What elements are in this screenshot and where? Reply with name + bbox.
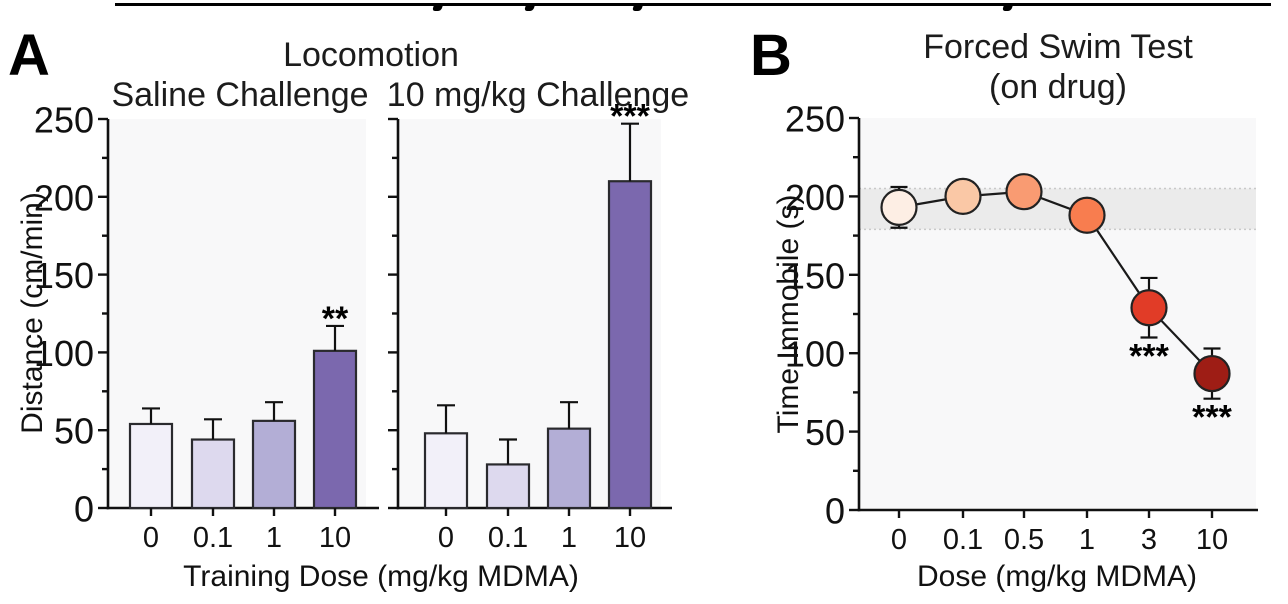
panel-label-a: A bbox=[8, 23, 50, 88]
significance-marker: *** bbox=[1192, 399, 1232, 437]
marker-0.1 bbox=[944, 177, 982, 215]
y-tick-label: 100 bbox=[785, 334, 845, 375]
y-tick-label: 200 bbox=[785, 177, 845, 218]
y-tick-label: 100 bbox=[34, 333, 94, 374]
bar-0 bbox=[128, 422, 174, 510]
y-tick-label: 250 bbox=[785, 99, 845, 140]
subplot-title-10mgkg-challenge: 10 mg/kg Challenge bbox=[386, 76, 690, 114]
subplot-title-saline-challenge: Saline Challenge bbox=[111, 76, 369, 114]
x-tick-label: 0.1 bbox=[488, 522, 528, 554]
panel-label-b: B bbox=[750, 23, 792, 88]
y-tick-label: 0 bbox=[825, 491, 845, 532]
bar-1 bbox=[546, 427, 592, 510]
panel-b-title: Forced Swim Test bbox=[923, 28, 1193, 66]
x-tick-label: 10 bbox=[319, 522, 351, 554]
x-tick-label: 10 bbox=[1196, 524, 1228, 556]
bar-0.1 bbox=[485, 463, 531, 510]
reference-band bbox=[859, 188, 1256, 230]
significance-marker: ** bbox=[322, 300, 349, 338]
bar-10 bbox=[312, 349, 358, 510]
y-tick-label: 50 bbox=[54, 411, 94, 452]
marker-1 bbox=[1068, 196, 1106, 234]
x-tick-label: 0 bbox=[438, 522, 454, 554]
bar-1 bbox=[251, 419, 297, 510]
y-tick-label: 150 bbox=[785, 255, 845, 296]
x-axis-label-training-dose: Training Dose (mg/kg MDMA) bbox=[183, 560, 579, 593]
marker-0.5 bbox=[1005, 173, 1043, 211]
panel-b-subtitle: (on drug) bbox=[989, 68, 1127, 106]
bar-10 bbox=[607, 180, 653, 510]
x-tick-label: 10 bbox=[614, 522, 646, 554]
x-tick-label: 0 bbox=[891, 524, 907, 556]
marker-3 bbox=[1130, 289, 1168, 327]
marker-0 bbox=[880, 188, 918, 226]
x-tick-label: 3 bbox=[1141, 524, 1157, 556]
bar-0 bbox=[423, 432, 469, 510]
x-tick-label: 0.5 bbox=[1004, 524, 1044, 556]
plot-background bbox=[859, 118, 1256, 510]
fst-chart: 0 50 100 150 200 250 *** *** 0 0.1 0.5 1 3 10 bbox=[785, 99, 1258, 556]
significance-marker: *** bbox=[1129, 338, 1169, 376]
x-tick-label: 0.1 bbox=[943, 524, 983, 556]
y-tick-label: 150 bbox=[34, 255, 94, 296]
bar-0.1 bbox=[190, 438, 236, 510]
x-tick-label: 0.1 bbox=[193, 522, 233, 554]
panel-a-title: Locomotion bbox=[283, 36, 459, 74]
x-tick-label: 1 bbox=[266, 522, 282, 554]
y-tick-label: 50 bbox=[805, 412, 845, 453]
y-tick-label: 200 bbox=[34, 177, 94, 218]
x-tick-label: 0 bbox=[143, 522, 159, 554]
y-tick-label: 250 bbox=[34, 100, 94, 141]
x-tick-label: 1 bbox=[1079, 524, 1095, 556]
x-tick-label: 1 bbox=[561, 522, 577, 554]
marker-10 bbox=[1193, 354, 1231, 393]
y-tick-label: 0 bbox=[74, 489, 94, 530]
significance-marker: *** bbox=[610, 98, 650, 136]
bar-chart-10mgkg: *** 0 0.1 1 10 bbox=[388, 98, 672, 554]
bar-chart-saline: 0 50 100 150 200 250 ** 0 0.1 1 10 bbox=[34, 100, 379, 554]
x-axis-label-dose: Dose (mg/kg MDMA) bbox=[916, 560, 1198, 593]
cropped-text-underline bbox=[115, 3, 1271, 11]
